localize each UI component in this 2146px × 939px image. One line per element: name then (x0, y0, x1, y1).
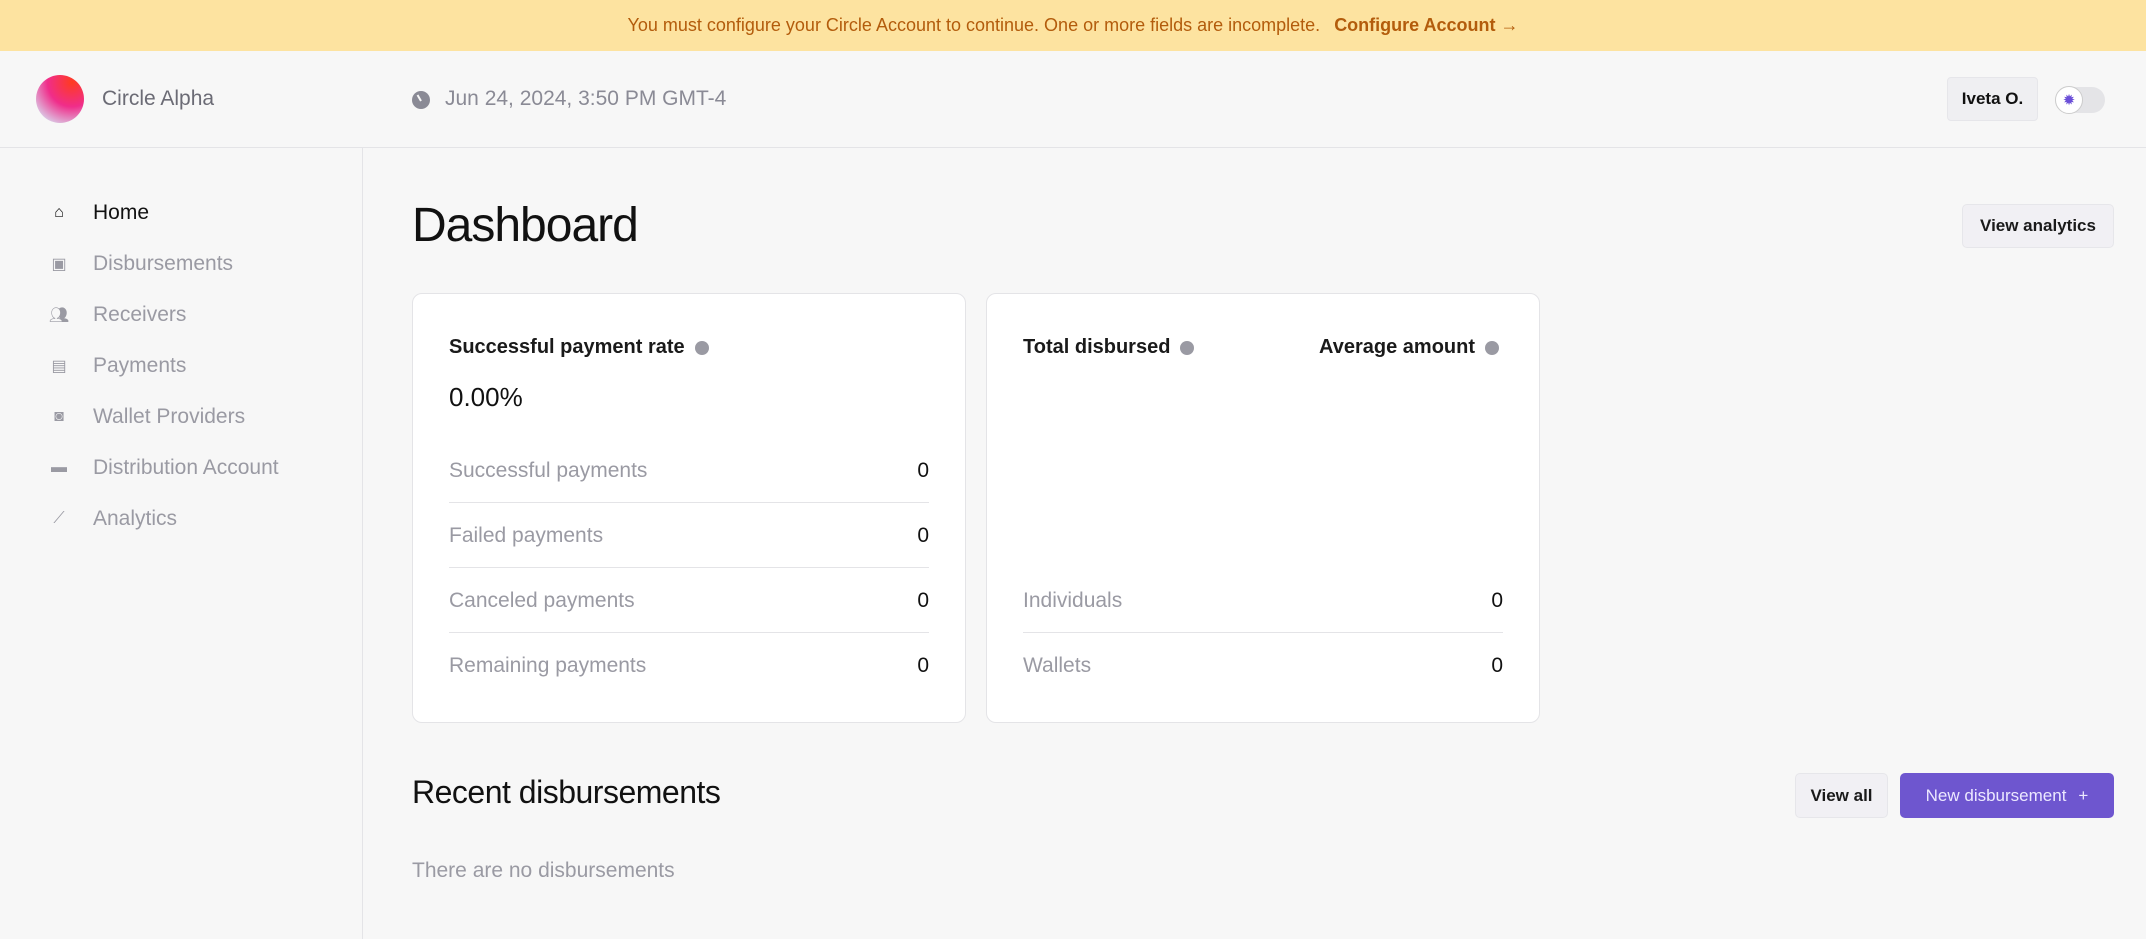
view-all-button[interactable]: View all (1795, 773, 1888, 818)
stat-value: 0 (917, 523, 929, 547)
stat-label: Failed payments (449, 523, 604, 547)
disbursed-card: Total disbursed Average amount Individua… (986, 293, 1540, 723)
sidebar-item-payments[interactable]: ▤ Payments (48, 350, 186, 382)
current-datetime: Jun 24, 2024, 3:50 PM GMT-4 (445, 87, 727, 110)
sidebar-item-label: Payments (93, 354, 187, 377)
theme-toggle[interactable]: ✹ (2055, 86, 2105, 114)
total-disbursed-title: Total disbursed (1023, 336, 1171, 358)
payments-icon: ▤ (51, 358, 67, 375)
sidebar-item-label: Analytics (93, 507, 178, 530)
view-analytics-button[interactable]: View analytics (1962, 204, 2114, 248)
sidebar-item-wallet-providers[interactable]: ◙ Wallet Providers (48, 401, 245, 433)
empty-state-text: There are no disbursements (412, 859, 675, 882)
sidebar-item-label: Disbursements (93, 252, 234, 275)
sidebar-item-home[interactable]: ⌂ Home (48, 197, 149, 229)
clock-icon (412, 91, 430, 109)
sidebar-item-label: Distribution Account (93, 456, 279, 479)
card-icon: ▬ (51, 459, 67, 476)
new-disbursement-label: New disbursement (1925, 785, 2067, 805)
payment-rate-value: 0.00% (449, 382, 523, 412)
stat-value: 0 (917, 588, 929, 612)
stat-row: Individuals 0 (1023, 569, 1503, 633)
stat-row: Remaining payments 0 (449, 634, 929, 698)
top-header: Circle Alpha Jun 24, 2024, 3:50 PM GMT-4… (0, 51, 2146, 148)
recent-disbursements-title: Recent disbursements (412, 774, 721, 810)
sidebar-item-label: Wallet Providers (93, 405, 246, 428)
stat-label: Successful payments (449, 458, 648, 482)
config-warning-banner: You must configure your Circle Account t… (0, 0, 2146, 51)
stat-label: Canceled payments (449, 588, 635, 612)
stat-value: 0 (1491, 588, 1503, 612)
org-name: Circle Alpha (102, 87, 215, 110)
analytics-icon: ⟋ (53, 510, 65, 527)
user-menu-button[interactable]: Iveta O. (1947, 77, 2038, 121)
sidebar-item-label: Home (93, 201, 150, 224)
org-logo (36, 75, 84, 123)
disbursements-icon: ▣ (51, 256, 67, 273)
stat-row: Successful payments 0 (449, 439, 929, 503)
sidebar: ⌂ Home ▣ Disbursements 👥︎ Receivers ▤ Paymen… (0, 148, 363, 939)
configure-account-link[interactable]: Configure Account → (1334, 15, 1519, 35)
stat-label: Individuals (1023, 588, 1123, 612)
users-icon: 👥︎ (48, 307, 70, 324)
page-title: Dashboard (412, 199, 639, 252)
banner-message: You must configure your Circle Account t… (627, 15, 1321, 35)
stat-row: Failed payments 0 (449, 504, 929, 568)
average-amount-title: Average amount (1319, 336, 1475, 358)
stat-label: Wallets (1023, 654, 1092, 677)
stat-label: Remaining payments (449, 654, 647, 677)
stat-value: 0 (917, 458, 929, 482)
home-icon: ⌂ (54, 204, 64, 221)
new-disbursement-button[interactable]: New disbursement + (1900, 773, 2114, 818)
card-title: Successful payment rate (449, 336, 685, 358)
sidebar-item-distribution-account[interactable]: ▬ Distribution Account (48, 452, 279, 484)
wallet-icon: ◙ (54, 408, 64, 425)
plus-icon: + (2078, 785, 2089, 805)
stat-row: Wallets 0 (1023, 634, 1503, 698)
stat-row: Canceled payments 0 (449, 569, 929, 633)
info-icon[interactable] (694, 340, 709, 355)
sidebar-item-receivers[interactable]: 👥︎ Receivers (48, 299, 187, 331)
info-icon[interactable] (1485, 340, 1499, 355)
sidebar-item-disbursements[interactable]: ▣ Disbursements (48, 248, 233, 280)
info-icon[interactable] (1180, 340, 1195, 355)
payment-rate-card: Successful payment rate 0.00% Successful… (412, 293, 966, 723)
sun-icon: ✹ (2055, 86, 2083, 114)
sidebar-item-label: Receivers (93, 303, 187, 326)
stat-value: 0 (1491, 654, 1503, 677)
stat-value: 0 (917, 654, 929, 677)
sidebar-item-analytics[interactable]: ⟋ Analytics (48, 503, 177, 535)
